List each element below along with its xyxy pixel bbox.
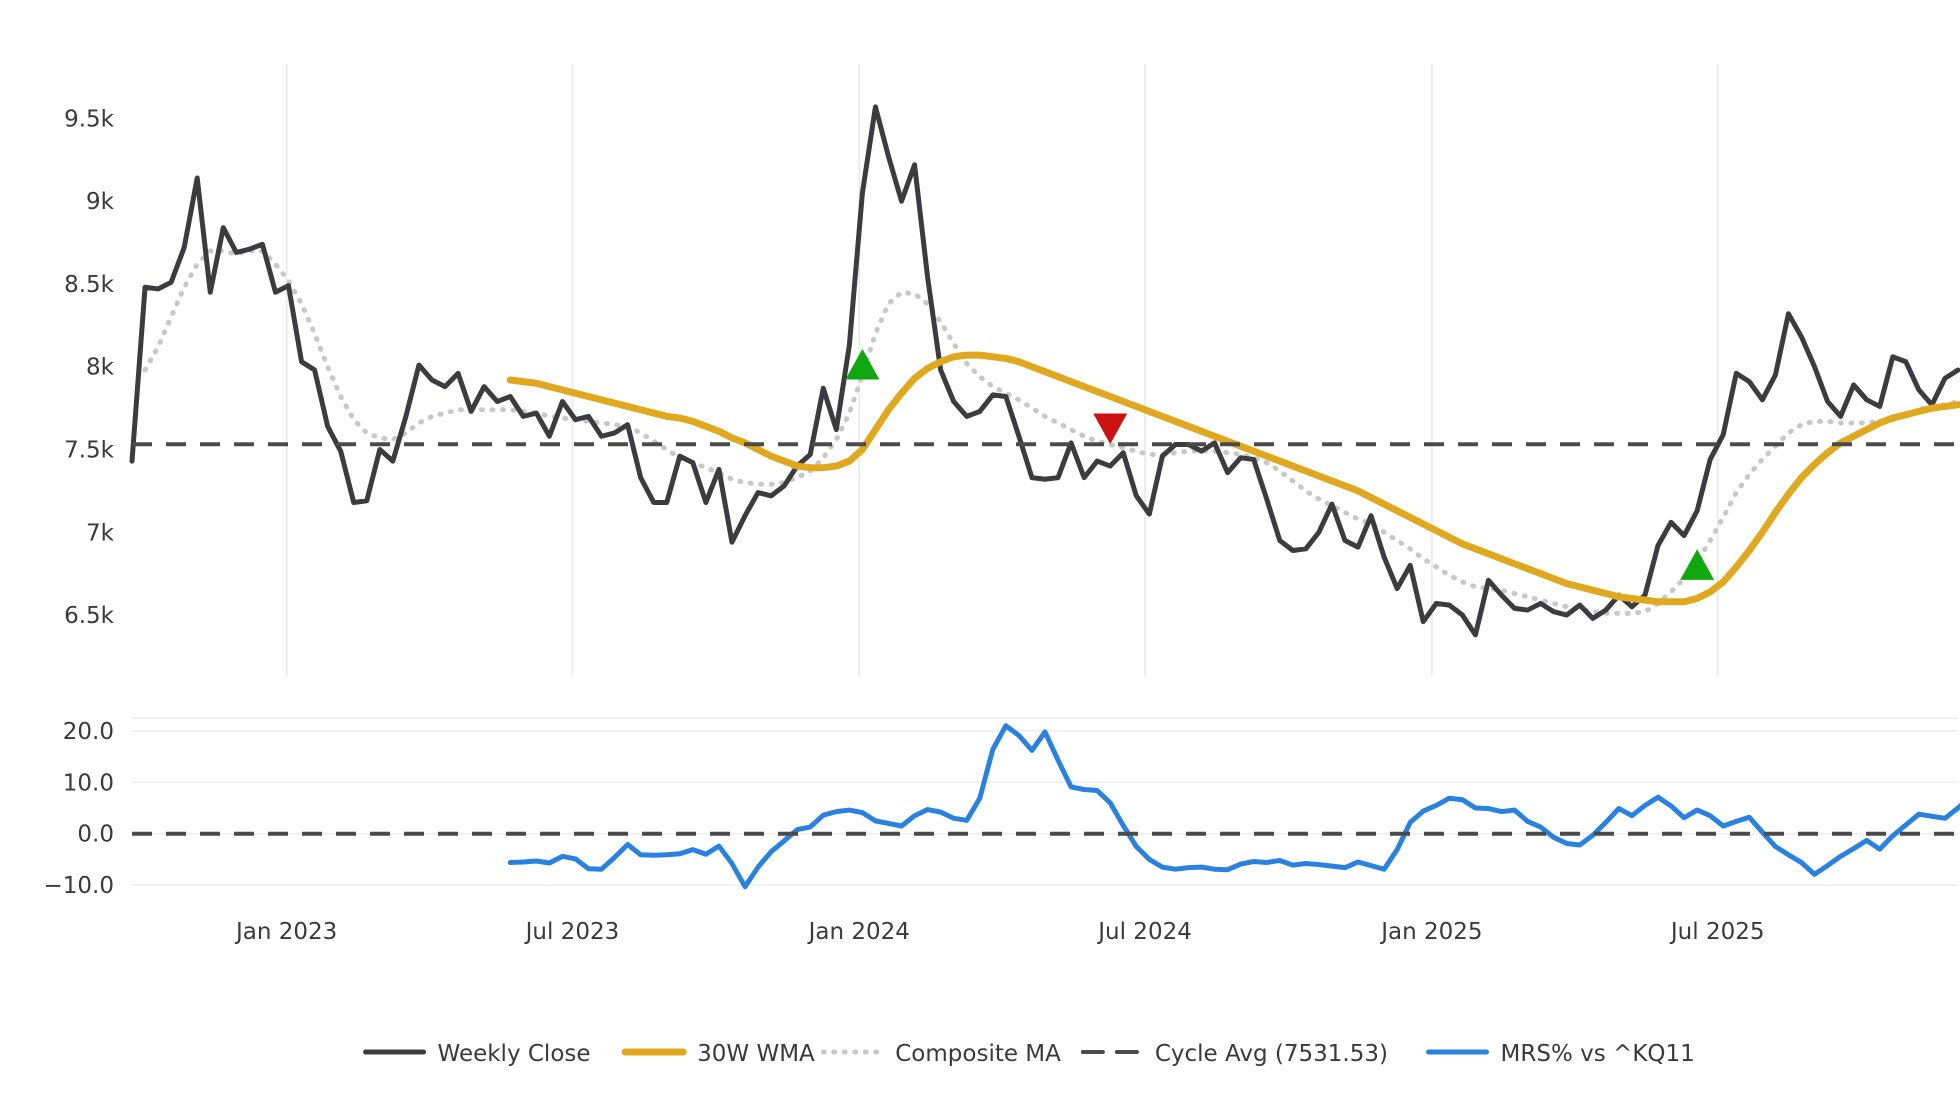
- xtick-label: Jan 2023: [234, 919, 337, 945]
- price-ytick-label: 8.5k: [64, 272, 115, 298]
- mrs-ytick-label: −10.0: [44, 873, 114, 899]
- series-line-30w-wma: [506, 351, 1960, 606]
- series-line-composite-ma: [142, 248, 1960, 616]
- mrs-ytick-label: 10.0: [63, 770, 114, 796]
- mrs-ytick-label: 20.0: [63, 719, 114, 745]
- series-line-mrs-vs-kq11: [507, 723, 1960, 890]
- xtick-label: Jan 2024: [807, 919, 910, 945]
- buy-signal-marker: [845, 348, 880, 380]
- legend-label: Weekly Close: [438, 1041, 591, 1067]
- legend-label: Composite MA: [895, 1041, 1061, 1067]
- legend-label: 30W WMA: [697, 1041, 815, 1067]
- chart-legend: Weekly Close 30W WMA Composite MA Cycle Avg…: [363, 1041, 1695, 1067]
- buy-signal-marker: [1680, 549, 1715, 580]
- legend-item[interactable]: Cycle Avg (7531.53): [1080, 1041, 1388, 1067]
- legend-label: Cycle Avg (7531.53): [1155, 1041, 1388, 1067]
- xtick-labels: Jan 2023 Jul 2023 Jan 2024 Jul 2024 Jan 2025…: [234, 919, 1764, 945]
- legend-item[interactable]: Composite MA: [820, 1041, 1061, 1067]
- legend-item[interactable]: 30W WMA: [621, 1041, 815, 1067]
- price-ytick-label: 7.5k: [64, 437, 115, 463]
- mrs-ytick-labels: 20.0 10.0 0.0 −10.0: [44, 719, 114, 899]
- price-ytick-label: 8k: [86, 355, 115, 381]
- legend-label: MRS% vs ^KQ11: [1501, 1041, 1695, 1067]
- series-line-weekly-close: [129, 104, 1960, 638]
- price-ytick-label: 6.5k: [64, 603, 115, 629]
- mrs-horizontal-gridlines: [132, 717, 1958, 887]
- signal-markers-group: [845, 348, 1715, 580]
- xtick-label: Jan 2025: [1379, 919, 1482, 945]
- xtick-label: Jul 2023: [524, 919, 620, 945]
- price-ytick-labels: 9.5k 9k 8.5k 8k 7.5k 7k 6.5k: [64, 106, 115, 629]
- mrs-ytick-label: 0.0: [77, 822, 114, 848]
- sell-signal-marker: [1093, 413, 1128, 445]
- xtick-label: Jul 2025: [1669, 919, 1765, 945]
- price-panel: 9.5k 9k 8.5k 8k 7.5k 7k 6.5k: [64, 64, 1960, 676]
- price-ytick-label: 9k: [86, 189, 115, 215]
- price-series-group: [129, 104, 1960, 638]
- mrs-panel: 20.0 10.0 0.0 −10.0: [44, 717, 1960, 899]
- legend-item[interactable]: Weekly Close: [363, 1041, 591, 1067]
- price-ytick-label: 9.5k: [64, 106, 115, 132]
- xtick-label: Jul 2024: [1096, 919, 1192, 945]
- legend-item[interactable]: MRS% vs ^KQ11: [1426, 1041, 1695, 1067]
- price-ytick-label: 7k: [86, 520, 115, 546]
- mrs-series-group: [507, 723, 1960, 890]
